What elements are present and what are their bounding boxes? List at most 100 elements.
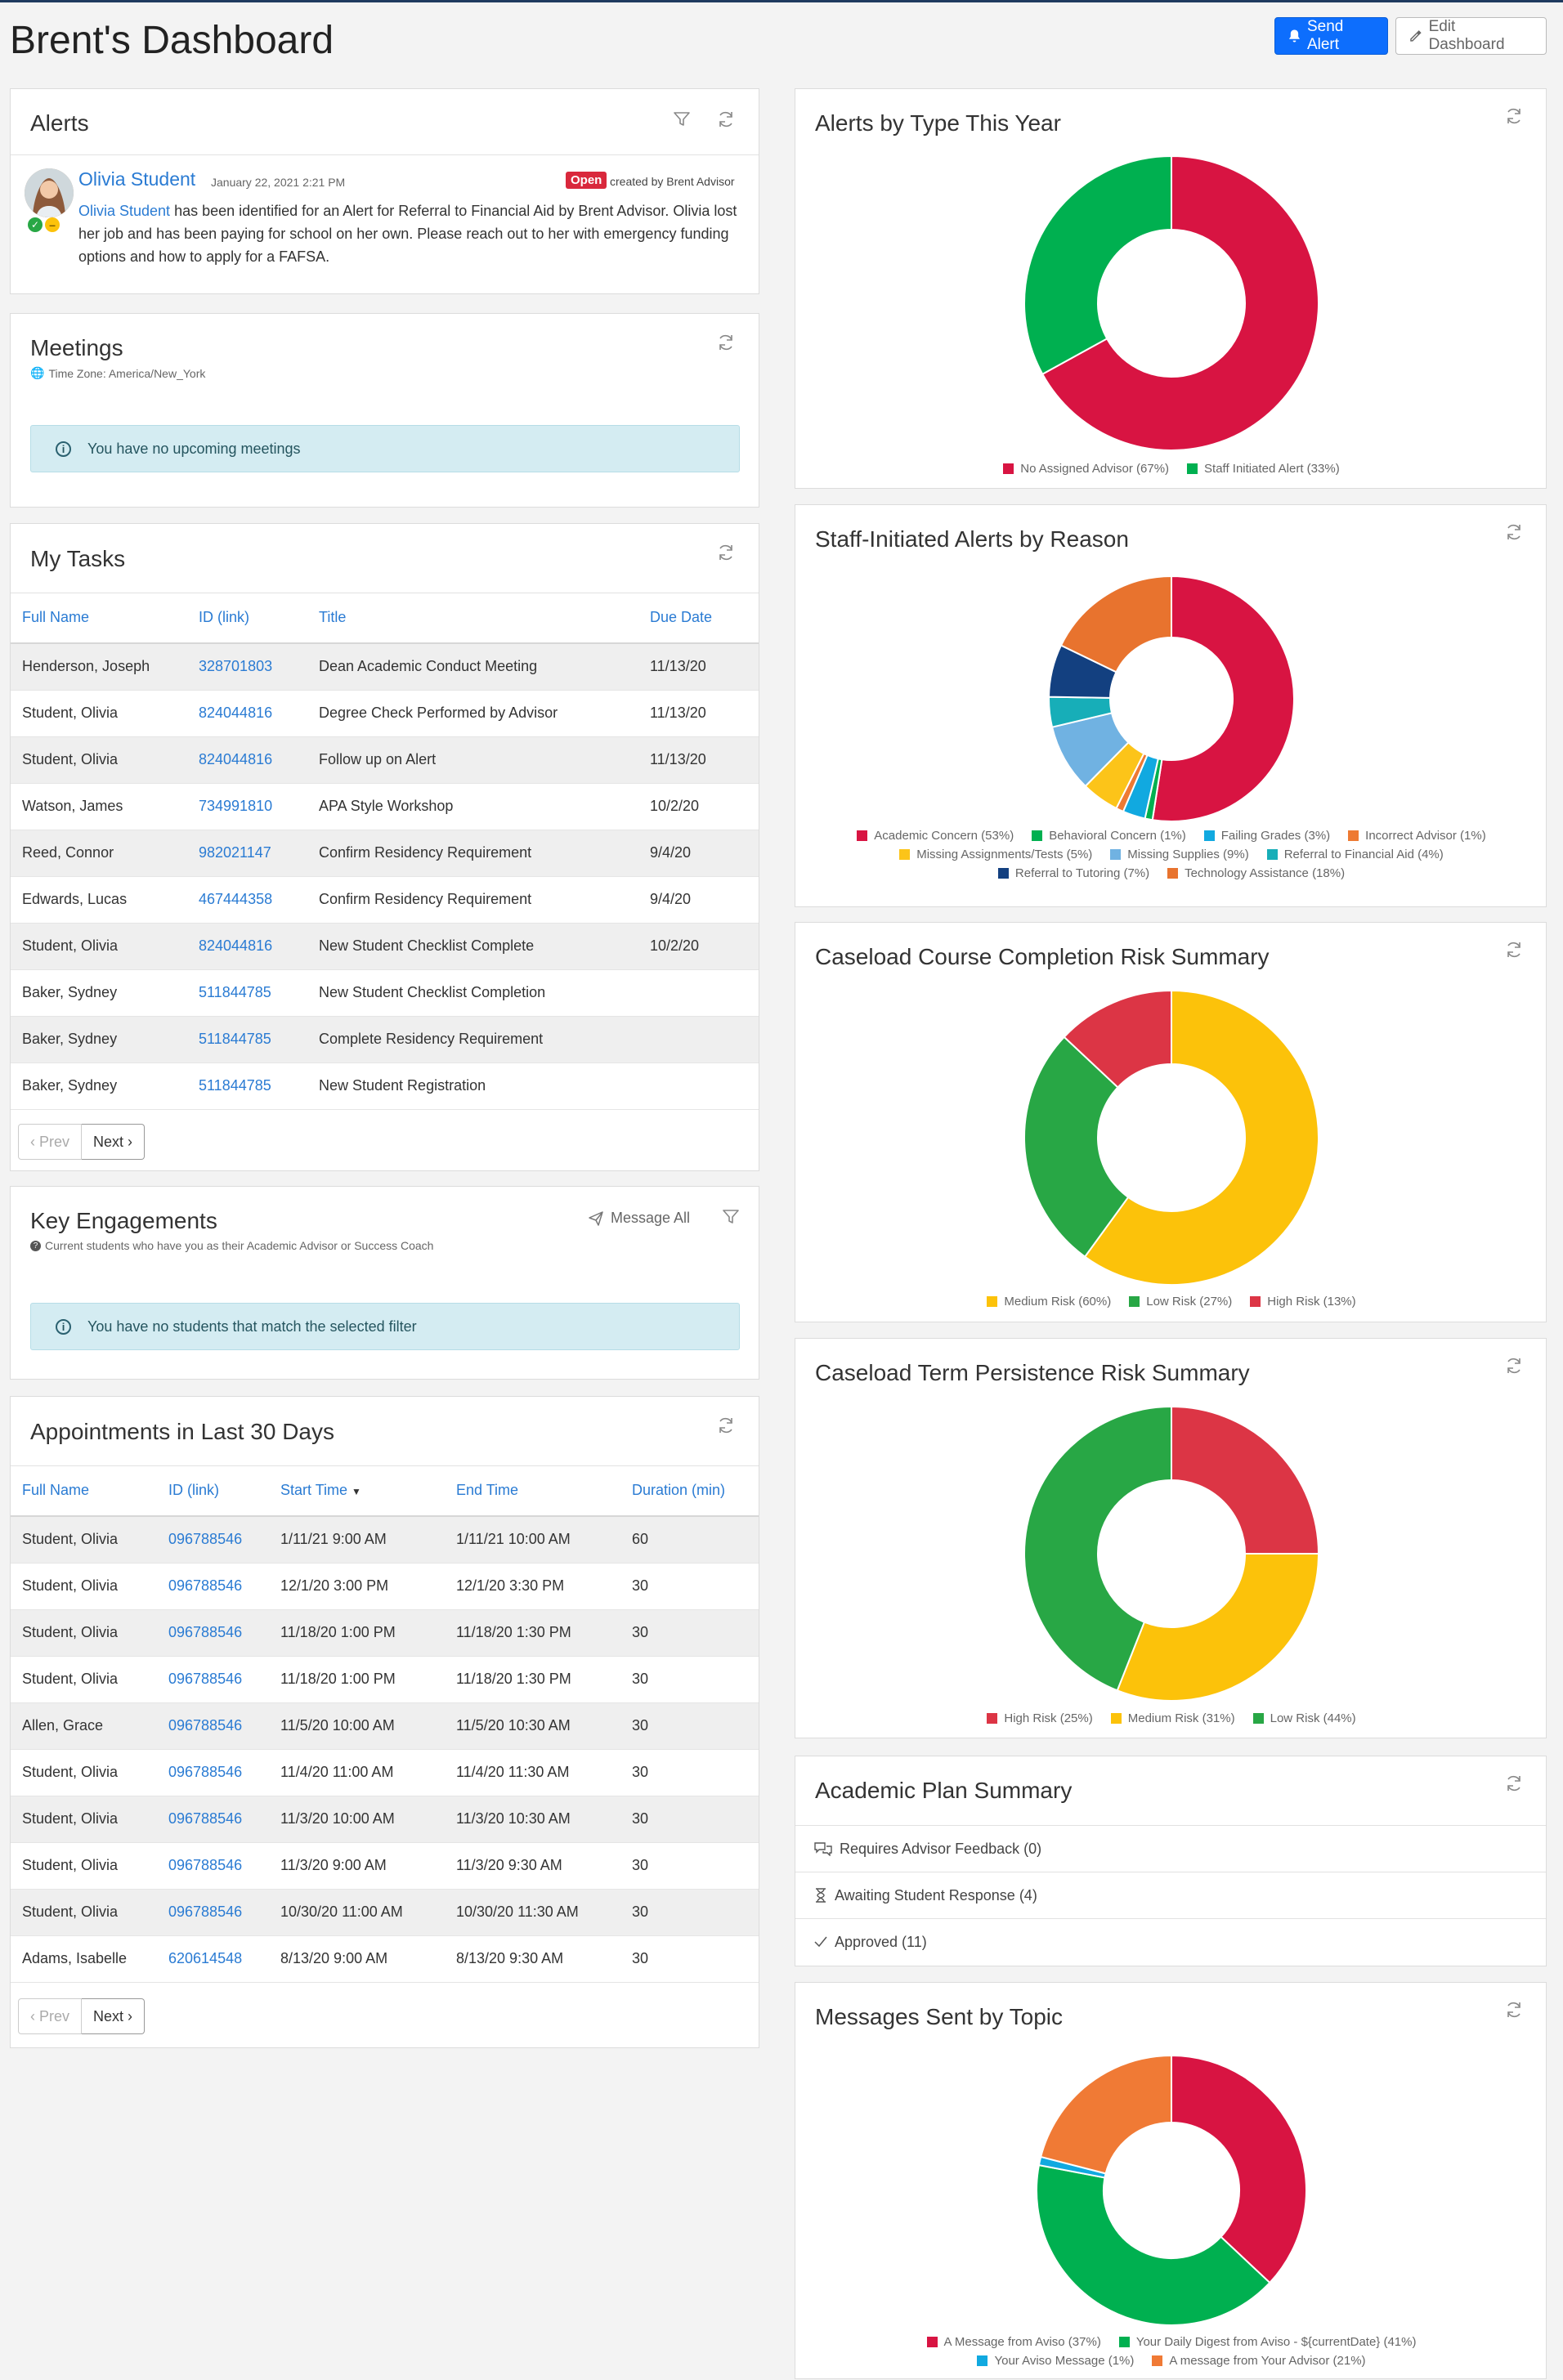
legend-item[interactable]: Low Risk (44%): [1252, 1711, 1356, 1725]
donut-slice[interactable]: [1023, 154, 1172, 376]
refresh-icon[interactable]: [715, 109, 737, 130]
donut-slice[interactable]: [1171, 2054, 1307, 2284]
donut-slice[interactable]: [1116, 1553, 1320, 1702]
column-header-sorted[interactable]: Start Time ▼: [280, 1465, 456, 1517]
legend-swatch: [926, 2337, 938, 2347]
table-row: Baker, Sydney 511844785 Complete Residency…: [11, 1016, 759, 1063]
table-cell: 11/4/20 11:30 AM: [456, 1749, 632, 1796]
legend-item[interactable]: Referral to Financial Aid (4%): [1266, 848, 1444, 861]
refresh-icon[interactable]: [1503, 105, 1525, 127]
refresh-icon[interactable]: [1503, 939, 1525, 960]
legend-item[interactable]: Missing Assignments/Tests (5%): [899, 848, 1092, 861]
refresh-icon[interactable]: [1503, 1999, 1525, 2020]
next-label: Next: [93, 1133, 124, 1150]
donut-slice[interactable]: [1041, 154, 1319, 451]
legend-item[interactable]: Missing Supplies (9%): [1110, 848, 1249, 861]
legend-swatch: [987, 1713, 998, 1724]
id-link[interactable]: 096788546: [168, 1516, 280, 1564]
legend-item[interactable]: Low Risk (27%): [1129, 1295, 1232, 1309]
donut-chart: [1036, 2054, 1307, 2326]
legend-item[interactable]: Your Aviso Message (1%): [977, 2354, 1134, 2368]
legend-item[interactable]: Referral to Tutoring (7%): [997, 866, 1149, 880]
legend-item[interactable]: Incorrect Advisor (1%): [1348, 829, 1486, 843]
table-row: Baker, Sydney 511844785 New Student Regist…: [11, 1062, 759, 1110]
plan-row-approved[interactable]: Approved (11): [795, 1918, 1546, 1965]
legend-item[interactable]: High Risk (25%): [987, 1711, 1093, 1725]
id-link[interactable]: 328701803: [199, 643, 319, 691]
legend-swatch: [1252, 1713, 1264, 1724]
legend-item[interactable]: Failing Grades (3%): [1203, 829, 1330, 843]
donut-slice[interactable]: [1063, 989, 1172, 1089]
legend-item[interactable]: Staff Initiated Alert (33%): [1187, 462, 1340, 476]
donut-slice[interactable]: [1083, 989, 1319, 1286]
prev-button[interactable]: ‹ Prev: [18, 1124, 83, 1160]
donut-slice[interactable]: [1023, 1405, 1172, 1692]
prev-button[interactable]: ‹ Prev: [18, 1998, 83, 2034]
filter-icon[interactable]: [720, 1206, 741, 1228]
id-link[interactable]: 096788546: [168, 1609, 280, 1657]
send-alert-button[interactable]: Send Alert: [1274, 17, 1388, 55]
donut-slice[interactable]: [1059, 575, 1172, 673]
legend-item[interactable]: Medium Risk (31%): [1110, 1711, 1235, 1725]
id-link[interactable]: 511844785: [199, 1016, 319, 1063]
plan-row-feedback[interactable]: Requires Advisor Feedback (0): [795, 1825, 1546, 1872]
next-button[interactable]: Next ›: [82, 1998, 146, 2034]
id-link[interactable]: 824044816: [199, 736, 319, 784]
legend-item[interactable]: Academic Concern (53%): [857, 829, 1014, 843]
id-link[interactable]: 620614548: [168, 1935, 280, 1983]
column-header[interactable]: Title: [319, 593, 650, 644]
alert-student-link[interactable]: Olivia Student: [78, 203, 171, 219]
column-header[interactable]: Due Date: [650, 593, 759, 644]
id-link[interactable]: 467444358: [199, 876, 319, 924]
table-cell: Confirm Residency Requirement: [319, 876, 650, 924]
refresh-icon[interactable]: [715, 332, 737, 353]
id-link[interactable]: 734991810: [199, 783, 319, 830]
id-link[interactable]: 096788546: [168, 1702, 280, 1750]
id-link[interactable]: 096788546: [168, 1889, 280, 1936]
id-link[interactable]: 824044816: [199, 690, 319, 737]
refresh-icon[interactable]: [715, 1415, 737, 1436]
column-header[interactable]: Duration (min): [632, 1465, 759, 1517]
column-header[interactable]: Full Name: [11, 1465, 168, 1517]
legend-item[interactable]: Technology Assistance (18%): [1167, 866, 1345, 880]
donut-slice[interactable]: [1171, 1405, 1320, 1555]
table-cell: 10/30/20 11:30 AM: [456, 1889, 632, 1936]
legend-item[interactable]: Behavioral Concern (1%): [1032, 829, 1186, 843]
chart-panel-term-persistence: Caseload Term Persistence Risk Summary H…: [795, 1338, 1547, 1738]
donut-slice[interactable]: [1036, 2163, 1271, 2326]
refresh-icon[interactable]: [1503, 1355, 1525, 1376]
column-header[interactable]: Full Name: [11, 593, 199, 644]
id-link[interactable]: 096788546: [168, 1749, 280, 1796]
id-link[interactable]: 096788546: [168, 1842, 280, 1890]
refresh-icon[interactable]: [715, 542, 737, 563]
id-link[interactable]: 096788546: [168, 1656, 280, 1703]
edit-dashboard-button[interactable]: Edit Dashboard: [1395, 17, 1547, 55]
next-button[interactable]: Next ›: [82, 1124, 146, 1160]
legend-item[interactable]: A message from Your Advisor (21%): [1152, 2354, 1366, 2368]
id-link[interactable]: 824044816: [199, 923, 319, 970]
message-all-button[interactable]: Message All: [588, 1210, 690, 1227]
id-link[interactable]: 511844785: [199, 1062, 319, 1110]
legend-item[interactable]: A Message from Aviso (37%): [926, 2335, 1101, 2349]
id-link[interactable]: 096788546: [168, 1796, 280, 1843]
refresh-icon[interactable]: [1503, 1773, 1525, 1794]
donut-slice[interactable]: [1151, 575, 1295, 822]
id-link[interactable]: 096788546: [168, 1563, 280, 1610]
legend-item[interactable]: Your Daily Digest from Aviso - ${current…: [1118, 2335, 1416, 2349]
alert-student-name[interactable]: Olivia Student: [78, 168, 196, 190]
donut-slice[interactable]: [1023, 1036, 1130, 1259]
avatar[interactable]: [25, 168, 74, 217]
column-header[interactable]: ID (link): [168, 1465, 280, 1517]
legend-item[interactable]: No Assigned Advisor (67%): [1003, 462, 1169, 476]
id-link[interactable]: 982021147: [199, 830, 319, 877]
column-header[interactable]: ID (link): [199, 593, 319, 644]
donut-slice[interactable]: [1039, 2054, 1172, 2175]
filter-icon[interactable]: [671, 109, 692, 130]
plan-row-awaiting[interactable]: Awaiting Student Response (4): [795, 1872, 1546, 1918]
refresh-icon[interactable]: [1503, 521, 1525, 543]
table-cell: 30: [632, 1796, 759, 1843]
legend-item[interactable]: High Risk (13%): [1250, 1295, 1356, 1309]
column-header[interactable]: End Time: [456, 1465, 632, 1517]
id-link[interactable]: 511844785: [199, 969, 319, 1017]
legend-item[interactable]: Medium Risk (60%): [987, 1295, 1111, 1309]
